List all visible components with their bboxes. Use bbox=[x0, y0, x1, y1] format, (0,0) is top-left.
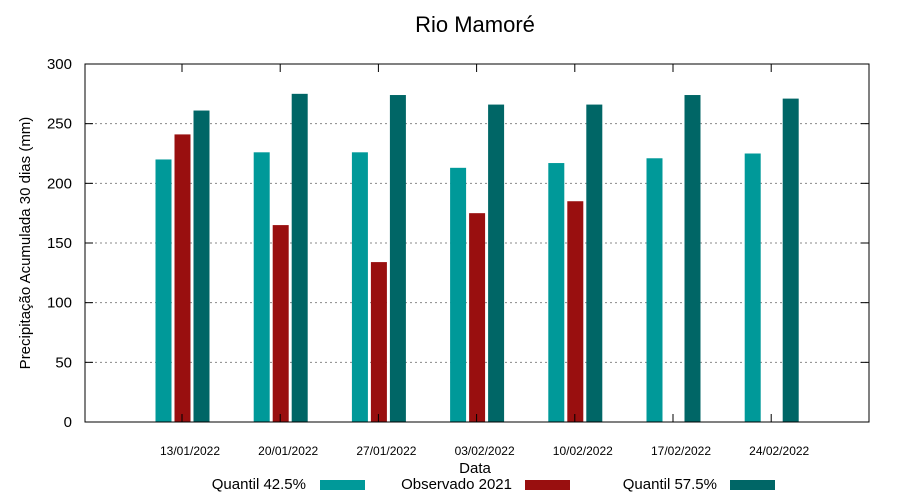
y-axis-ticks: 0 50 100 150 200 250 300 bbox=[47, 56, 869, 431]
x-tick-label: 20/01/2022 bbox=[258, 444, 318, 458]
bar-0-3 bbox=[450, 167, 467, 422]
bar-0-6 bbox=[744, 153, 761, 422]
bar-2-4 bbox=[586, 104, 603, 422]
y-tick-label: 200 bbox=[47, 175, 72, 192]
bar-0-5 bbox=[646, 158, 663, 423]
y-tick-label: 250 bbox=[47, 116, 72, 133]
y-tick-label: 150 bbox=[47, 235, 72, 252]
x-tick-label: 10/02/2022 bbox=[553, 444, 613, 458]
bar-2-5 bbox=[684, 95, 701, 422]
bar-2-1 bbox=[291, 93, 308, 422]
legend-swatch-0 bbox=[320, 480, 365, 490]
legend-label-0: Quantil 42.5% bbox=[212, 476, 306, 493]
x-axis-ticks: 13/01/2022 20/01/2022 27/01/2022 03/02/2022… bbox=[160, 64, 810, 458]
bar-0-2 bbox=[351, 152, 368, 422]
bar-2-2 bbox=[389, 95, 406, 422]
bar-1-3 bbox=[469, 213, 486, 422]
legend-label-2: Quantil 57.5% bbox=[623, 476, 717, 493]
x-tick-label: 03/02/2022 bbox=[455, 444, 515, 458]
bar-0-0 bbox=[155, 159, 172, 422]
legend-label-1: Observado 2021 bbox=[401, 476, 512, 493]
bar-2-6 bbox=[782, 98, 799, 423]
chart-title: Rio Mamoré bbox=[415, 12, 535, 37]
bar-0-1 bbox=[253, 152, 270, 422]
x-tick-label: 13/01/2022 bbox=[160, 444, 220, 458]
legend-swatch-1 bbox=[525, 480, 570, 490]
bar-1-0 bbox=[174, 134, 191, 422]
y-tick-label: 50 bbox=[55, 354, 72, 371]
bars bbox=[155, 93, 799, 423]
y-tick-label: 300 bbox=[47, 56, 72, 73]
bar-1-4 bbox=[567, 201, 584, 422]
bar-2-0 bbox=[193, 110, 210, 422]
legend-swatch-2 bbox=[730, 480, 775, 490]
bar-1-1 bbox=[272, 225, 289, 422]
y-axis-label: Precipitação Acumulada 30 dias (mm) bbox=[17, 117, 34, 370]
bar-0-4 bbox=[548, 163, 565, 422]
bar-1-2 bbox=[370, 262, 387, 422]
x-tick-label: 17/02/2022 bbox=[651, 444, 711, 458]
x-tick-label: 24/02/2022 bbox=[749, 444, 809, 458]
x-axis-label: Data bbox=[459, 460, 491, 477]
y-tick-label: 100 bbox=[47, 295, 72, 312]
x-tick-label: 27/01/2022 bbox=[356, 444, 416, 458]
y-tick-label: 0 bbox=[64, 414, 72, 431]
legend: Quantil 42.5% Observado 2021 Quantil 57.5% bbox=[212, 476, 775, 493]
bar-2-3 bbox=[488, 104, 505, 422]
